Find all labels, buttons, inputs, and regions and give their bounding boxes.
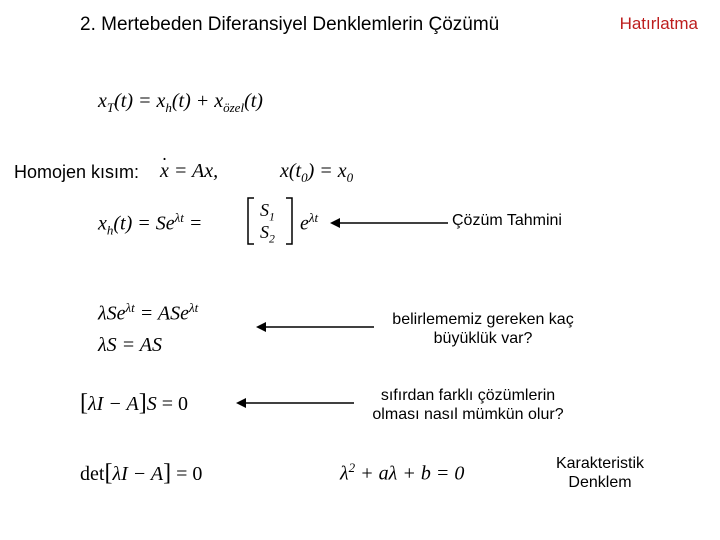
page-title: 2. Mertebeden Diferansiyel Denklemlerin …: [80, 14, 499, 36]
annot-guess: Çözüm Tahmini: [452, 212, 562, 230]
annot-unknowns: belirlememiz gereken kaçbüyüklük var?: [378, 310, 588, 348]
arrow-nonzero: [236, 396, 356, 410]
annot-char: KarakteristikDenklem: [530, 454, 670, 492]
annot-nonzero: sıfırdan farklı çözümlerinolması nasıl m…: [358, 386, 578, 424]
eq-det: det[λI − A] = 0: [80, 460, 202, 487]
eq-line3: [λI − A]S = 0: [80, 390, 188, 417]
eq-system: x· = Ax,: [160, 160, 218, 183]
eq-xh-exp: eλt: [300, 210, 318, 236]
eq-ic: x(t0) = x0: [280, 160, 353, 186]
eq-xh: xh(t) = Seλt =: [98, 210, 202, 239]
eq-char: λ2 + aλ + b = 0: [340, 460, 464, 486]
arrow-unknowns: [256, 320, 376, 334]
eq-total: xT(t) = xh(t) + xözel(t): [98, 90, 263, 116]
arrow-guess: [330, 216, 450, 230]
homo-label: Homojen kısım:: [14, 162, 139, 183]
eq-line2: λS = AS: [98, 334, 162, 357]
reminder-label: Hatırlatma: [620, 14, 698, 34]
eq-line1: λSeλt = ASeλt: [98, 300, 198, 326]
